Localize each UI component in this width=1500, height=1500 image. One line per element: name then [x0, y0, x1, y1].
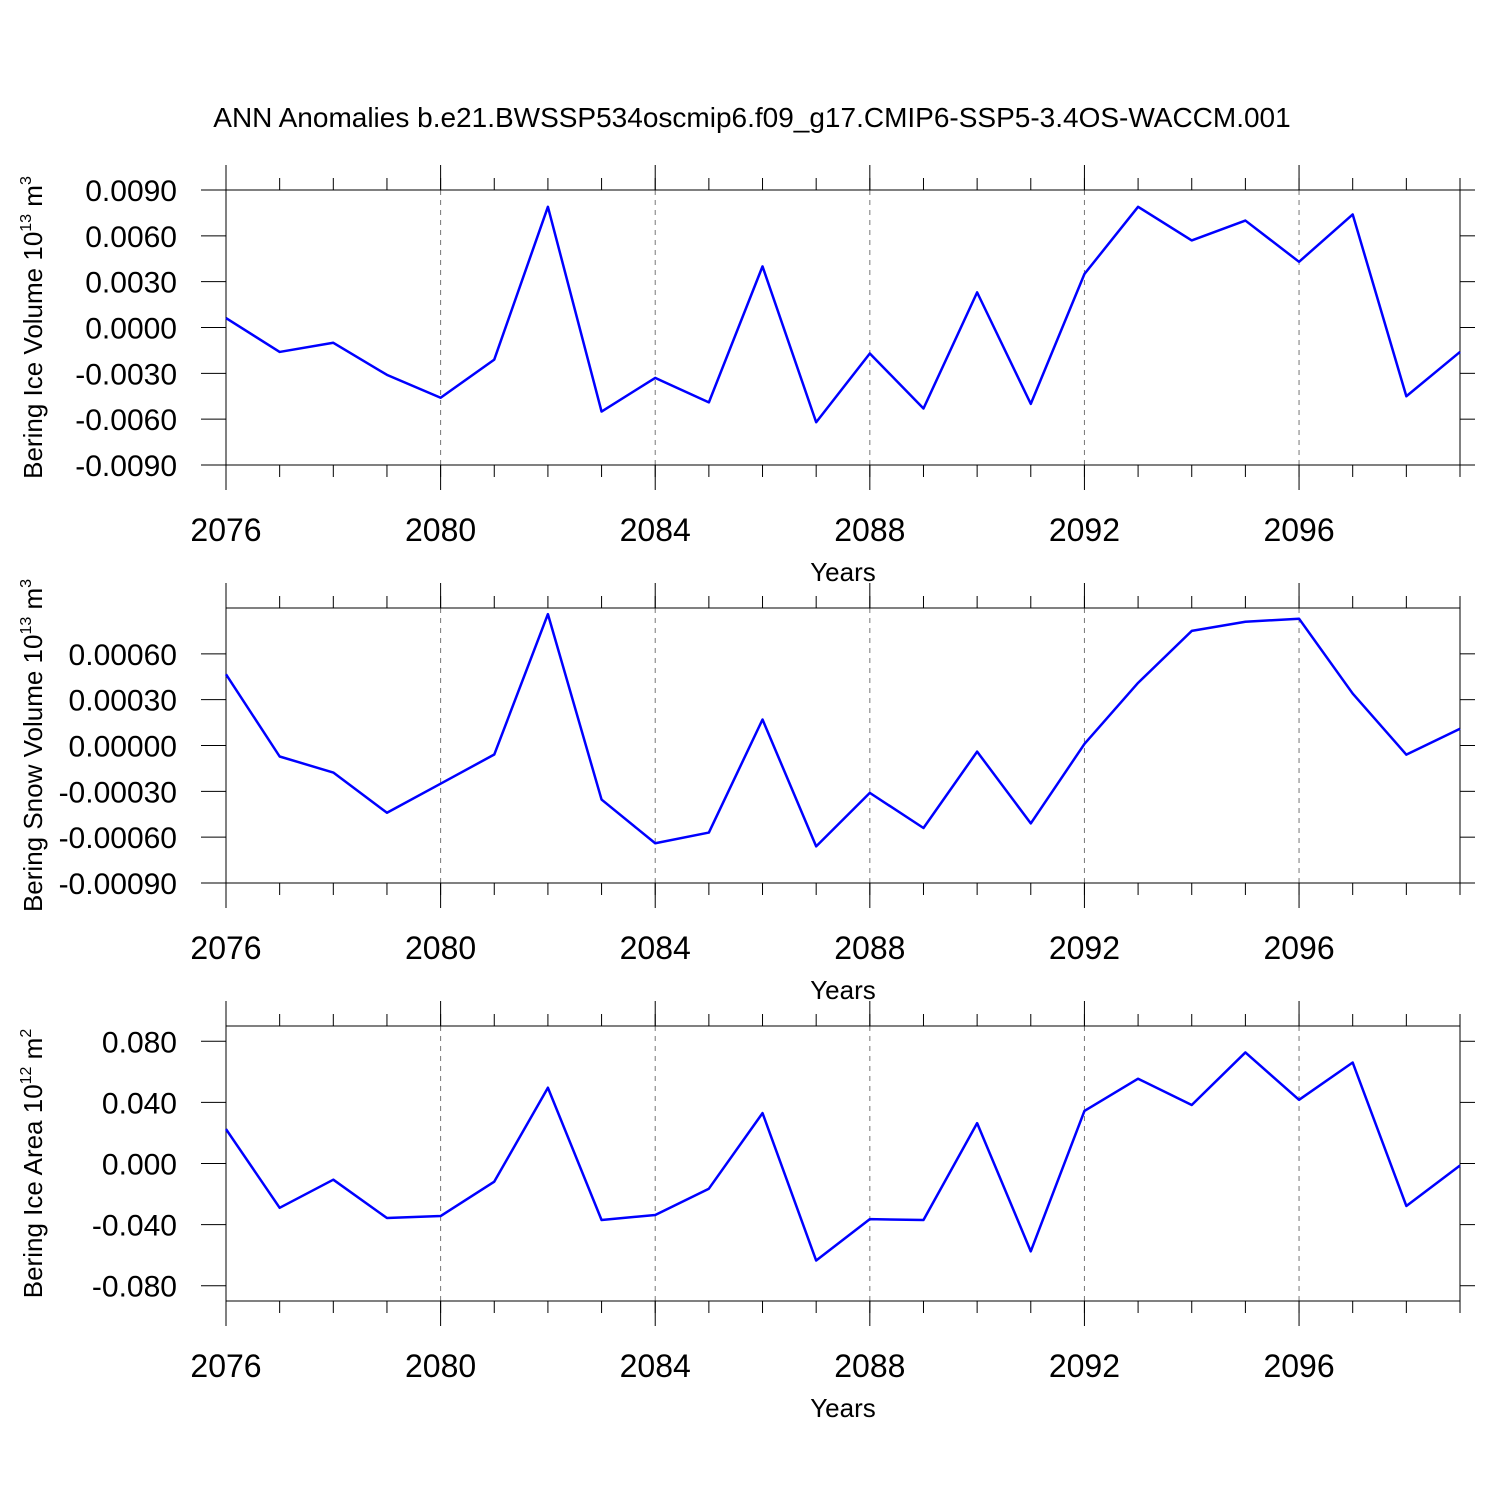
x-tick-label: 2076 — [190, 930, 261, 966]
x-tick-label: 2076 — [190, 1348, 261, 1384]
x-tick-label: 2084 — [620, 512, 691, 548]
data-line — [225, 205, 1461, 424]
data-line — [224, 612, 1461, 848]
x-tick-label: 2088 — [834, 930, 905, 966]
y-tick-label: 0.000 — [102, 1149, 177, 1182]
y-tick-label: 0.00060 — [69, 639, 177, 672]
y-axis-label-part: 13 — [18, 214, 35, 232]
plot-frame — [225, 189, 1461, 466]
y-axis-label-part: Bering Ice Volume 10 — [18, 232, 48, 479]
y-tick-label: 0.00000 — [69, 731, 177, 764]
x-axis-label: Years — [810, 975, 876, 1005]
y-tick-label: -0.0060 — [75, 404, 177, 437]
x-tick-label: 2080 — [405, 512, 476, 548]
y-axis-label: Bering Snow Volume 1013 m3 — [18, 579, 48, 912]
x-tick-label: 2092 — [1049, 1348, 1120, 1384]
x-tick-label: 2084 — [620, 930, 691, 966]
x-tick-label: 2076 — [190, 512, 261, 548]
y-axis-label-part: 12 — [18, 1066, 35, 1084]
x-tick-label: 2080 — [405, 1348, 476, 1384]
x-tick-label: 2088 — [834, 512, 905, 548]
chart-title: ANN Anomalies b.e21.BWSSP534oscmip6.f09_… — [213, 102, 1290, 133]
plot-frame — [225, 607, 1461, 884]
x-tick-label: 2092 — [1049, 512, 1120, 548]
y-tick-label: 0.0000 — [85, 313, 177, 346]
x-axis-label: Years — [810, 557, 876, 587]
y-tick-label: -0.040 — [92, 1210, 177, 1243]
y-tick-label: 0.0030 — [85, 267, 177, 300]
y-tick-label: 0.080 — [102, 1026, 177, 1059]
y-axis-label-part: 3 — [18, 176, 35, 185]
x-tick-label: 2096 — [1263, 1348, 1334, 1384]
y-axis-label-part: 13 — [18, 617, 35, 635]
plot-frame — [225, 1025, 1461, 1302]
y-axis-label-part: 3 — [18, 579, 35, 588]
x-tick-label: 2084 — [620, 1348, 691, 1384]
x-tick-label: 2096 — [1263, 930, 1334, 966]
y-tick-label: -0.00090 — [59, 868, 177, 901]
y-axis-label-part: m — [18, 185, 48, 214]
y-axis-label-part: Bering Snow Volume 10 — [18, 635, 48, 913]
y-tick-label: 0.0060 — [85, 221, 177, 254]
y-axis-label-part: Bering Ice Area 10 — [18, 1084, 48, 1298]
y-axis-label-part: m — [18, 1038, 48, 1067]
y-tick-label: -0.0030 — [75, 358, 177, 391]
y-axis-label: Bering Ice Area 1012 m2 — [18, 1029, 48, 1299]
y-axis-label: Bering Ice Volume 1013 m3 — [18, 176, 48, 479]
x-tick-label: 2092 — [1049, 930, 1120, 966]
y-tick-label: -0.00030 — [59, 776, 177, 809]
x-tick-label: 2096 — [1263, 512, 1334, 548]
y-tick-label: -0.0090 — [75, 450, 177, 483]
x-axis-label: Years — [810, 1393, 876, 1423]
y-axis-label-part: m — [18, 588, 48, 617]
y-tick-label: 0.040 — [102, 1087, 177, 1120]
data-line — [224, 1051, 1461, 1262]
x-tick-label: 2088 — [834, 1348, 905, 1384]
y-tick-label: 0.00030 — [69, 685, 177, 718]
y-tick-label: -0.080 — [92, 1271, 177, 1304]
y-tick-label: -0.00060 — [59, 822, 177, 855]
y-axis-label-part: 2 — [18, 1029, 35, 1038]
x-tick-label: 2080 — [405, 930, 476, 966]
y-tick-label: 0.0090 — [85, 175, 177, 208]
